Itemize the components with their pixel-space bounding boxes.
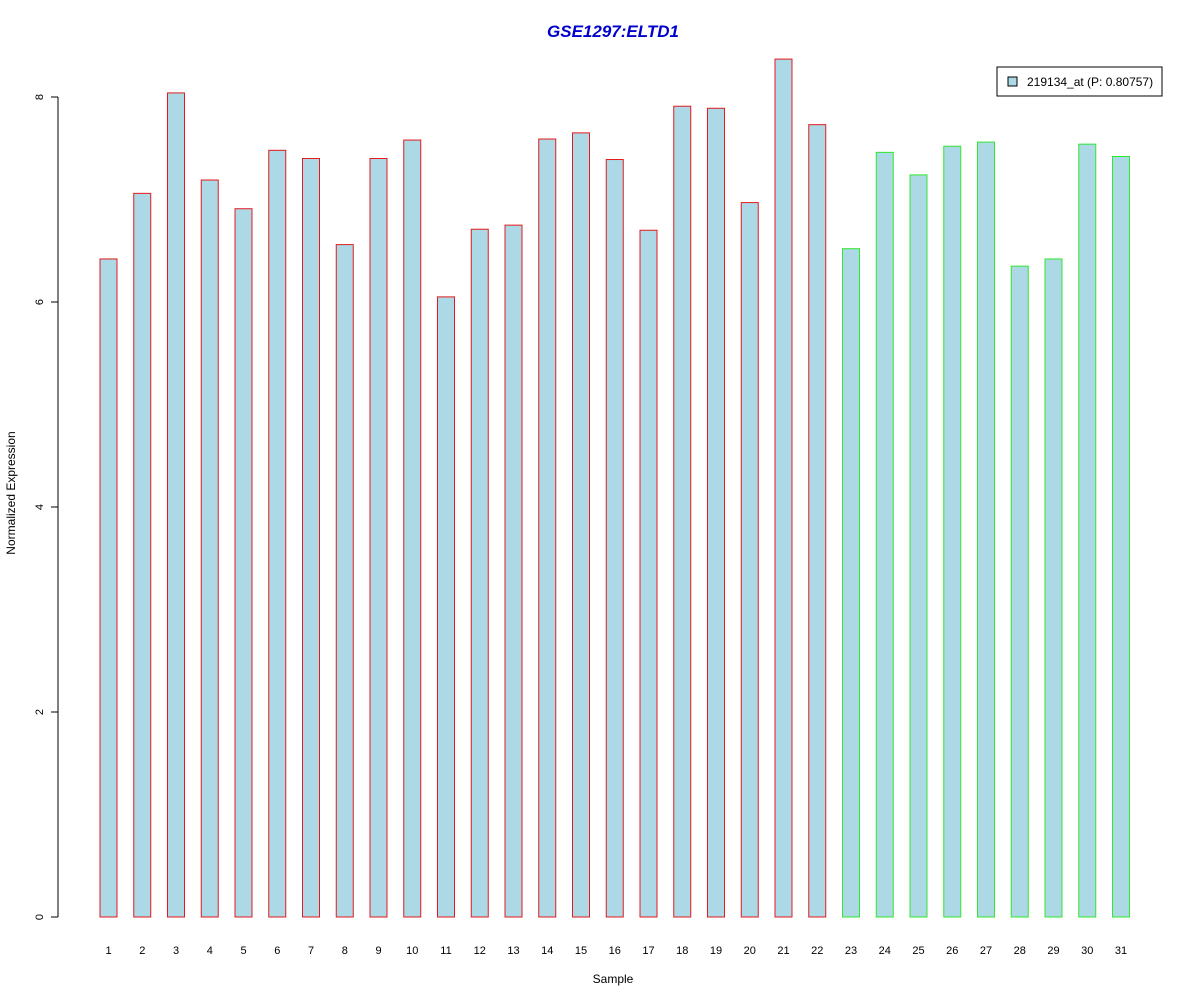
bar-sample-31	[1112, 155, 1130, 918]
x-tick-label: 23	[845, 945, 857, 957]
bar-sample-16	[605, 159, 624, 918]
legend-box	[996, 66, 1163, 97]
x-tick-label: 3	[173, 945, 179, 957]
bar-sample-1	[99, 258, 118, 918]
y-axis: 0 2 4 6 8	[34, 94, 59, 920]
x-tick-label: 2	[139, 945, 145, 957]
x-tick-label: 10	[406, 945, 418, 957]
bar-sample-25	[909, 174, 928, 918]
bar-sample-7	[302, 158, 320, 918]
x-tick-label: 5	[240, 945, 246, 957]
bar-sample-5	[234, 208, 253, 918]
y-axis-title: Normalized Expression	[4, 431, 18, 554]
y-tick-label: 6	[34, 299, 46, 305]
x-axis-title: Sample	[593, 972, 634, 986]
bar-sample-21	[774, 58, 793, 918]
bar-sample-22	[808, 124, 827, 918]
x-tick-label: 27	[980, 945, 992, 957]
x-tick-label: 14	[541, 945, 553, 957]
bar-sample-20	[740, 202, 759, 918]
x-tick-label: 20	[744, 945, 756, 957]
y-tick-label: 8	[34, 94, 46, 100]
bar-sample-2	[133, 192, 152, 918]
x-tick-label: 29	[1047, 945, 1059, 957]
bar-sample-3	[167, 92, 185, 918]
x-tick-label: 24	[879, 945, 891, 957]
bar-sample-27	[977, 141, 995, 918]
bar-sample-18	[673, 105, 692, 918]
x-tick-label: 1	[105, 945, 111, 957]
x-tick-label: 6	[274, 945, 280, 957]
legend-label: 219134_at (P: 0.80757)	[1027, 75, 1153, 89]
legend: 219134_at (P: 0.80757)	[996, 66, 1163, 97]
bar-sample-12	[470, 228, 489, 918]
x-tick-label: 17	[642, 945, 654, 957]
bar-sample-29	[1044, 258, 1063, 918]
y-tick-label: 4	[34, 504, 46, 510]
bar-sample-19	[707, 107, 725, 918]
x-tick-label: 18	[676, 945, 688, 957]
x-tick-label: 16	[609, 945, 621, 957]
x-tick-label: 13	[507, 945, 519, 957]
x-tick-label: 26	[946, 945, 958, 957]
x-tick-label: 8	[342, 945, 348, 957]
x-tick-label: 31	[1115, 945, 1127, 957]
x-tick-label: 15	[575, 945, 587, 957]
legend-swatch	[1007, 76, 1018, 87]
x-tick-label: 25	[912, 945, 924, 957]
bar-sample-23	[842, 248, 860, 918]
bar-sample-24	[875, 151, 894, 918]
x-tick-label: 12	[474, 945, 486, 957]
bars	[99, 58, 1130, 918]
bar-sample-11	[437, 296, 455, 918]
bar-sample-10	[403, 139, 422, 918]
bar-sample-4	[200, 179, 219, 918]
bar-sample-9	[369, 158, 388, 918]
y-tick-label: 2	[34, 709, 46, 715]
x-tick-label: 30	[1081, 945, 1093, 957]
x-tick-label: 7	[308, 945, 314, 957]
chart-title: GSE1297:ELTD1	[547, 22, 679, 41]
x-tick-labels: 1 2 3 4 5 6 7 8 9 10 11 12 13 14 15 16 17 18 19 20 21 22 23 24 2…	[105, 945, 1127, 957]
bar-sample-15	[572, 132, 590, 918]
x-tick-label: 11	[440, 945, 451, 957]
x-tick-label: 28	[1014, 945, 1026, 957]
bar-sample-14	[538, 138, 557, 918]
y-tick-label: 0	[34, 914, 46, 920]
x-tick-label: 19	[710, 945, 722, 957]
x-tick-label: 4	[207, 945, 213, 957]
bar-sample-28	[1010, 265, 1029, 918]
bar-sample-17	[639, 229, 658, 918]
bar-sample-30	[1078, 143, 1097, 918]
bar-sample-13	[504, 224, 523, 918]
bar-sample-6	[268, 149, 287, 918]
bar-sample-8	[335, 244, 354, 918]
x-tick-label: 21	[777, 945, 789, 957]
x-tick-label: 9	[375, 945, 381, 957]
bar-sample-26	[943, 145, 962, 918]
x-tick-label: 22	[811, 945, 823, 957]
